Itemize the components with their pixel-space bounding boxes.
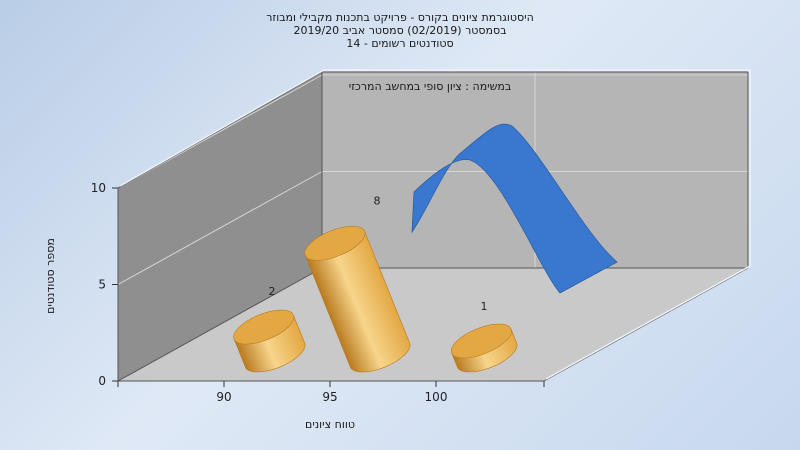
plot-frame-edge [117, 267, 323, 382]
bar-data-label: 1 [481, 300, 488, 313]
x-tick-label: 95 [322, 390, 337, 404]
bar-data-label: 2 [269, 285, 276, 298]
y-tick-label: 10 [91, 181, 106, 195]
x-tick-label: 100 [425, 390, 448, 404]
chart-title-line-3: סטודנטים רשומים - 14 [346, 37, 454, 50]
x-tick-label: 90 [216, 390, 231, 404]
y-gridline-side [117, 171, 323, 285]
bar-body [304, 230, 411, 373]
x-axis-label: טווח ציונים [305, 418, 355, 431]
series-ribbon [411, 123, 618, 294]
bar-data-label: 8 [374, 195, 381, 208]
side-wall [118, 72, 322, 381]
plot-frame-bevel [119, 69, 751, 380]
bar-top [450, 323, 512, 359]
chart-title-line-2: בסמסטר (02/2019) סמסטר אביב 2019/20 [293, 24, 507, 37]
bar-top [304, 226, 366, 261]
y-tick-label: 0 [98, 374, 106, 388]
bar-body [233, 314, 306, 373]
y-tick-label: 5 [98, 278, 106, 292]
y-axis-label: מספר סטודנטים [44, 238, 57, 314]
plot-frame-edge [543, 267, 749, 382]
chart-title-line-1: היסטוגרמת ציונים בקורס - פרויקט בתכנות מ… [266, 11, 534, 24]
bar-top [233, 309, 295, 345]
chart-subtitle: במשימה : ציון סופי במחשב המרכזי [348, 80, 512, 93]
